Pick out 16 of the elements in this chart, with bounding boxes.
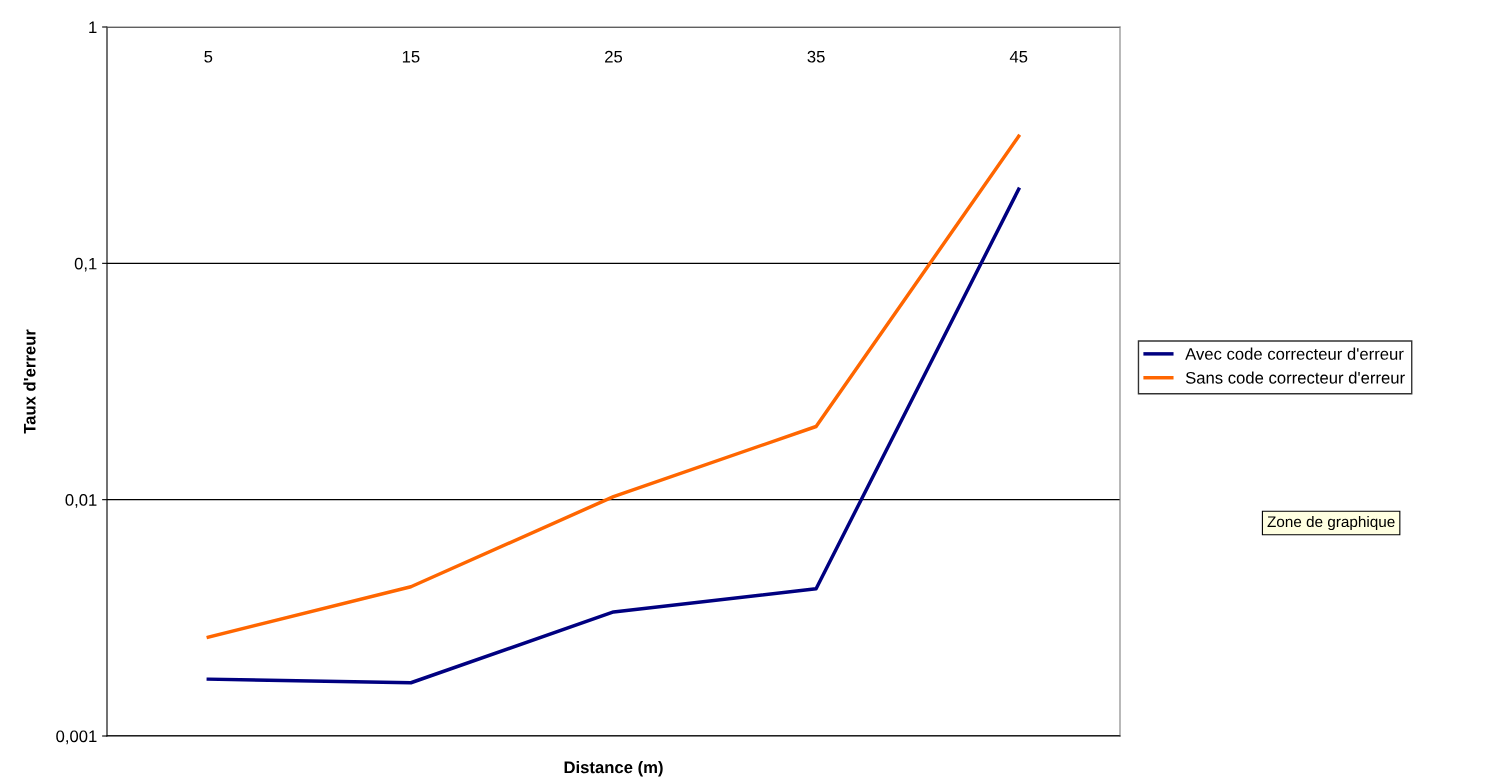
text: Zone de graphique (1267, 515, 1395, 531)
legend-label: Avec code correcteur d'erreur (1185, 347, 1404, 360)
x-tick-label: 5 (204, 50, 213, 63)
x-tick-label: 15 (402, 50, 420, 63)
y-tick-label: 0,1 (74, 257, 97, 272)
line-series (206, 187, 1021, 685)
y-tick-label: 1 (89, 21, 97, 34)
x-axis-title: Distance (m) (564, 761, 663, 777)
y-tick-label: 0,01 (65, 494, 97, 508)
y-tick-label: 0,001 (56, 730, 97, 745)
x-tick-label: 35 (807, 50, 825, 63)
legend-label: Sans code correcteur d'erreur (1185, 371, 1405, 384)
x-tick-label: 45 (1009, 50, 1028, 63)
line-series (206, 134, 1021, 639)
x-tick-label: 25 (605, 50, 623, 63)
y-axis-title: Taux d'erreur (23, 329, 36, 434)
